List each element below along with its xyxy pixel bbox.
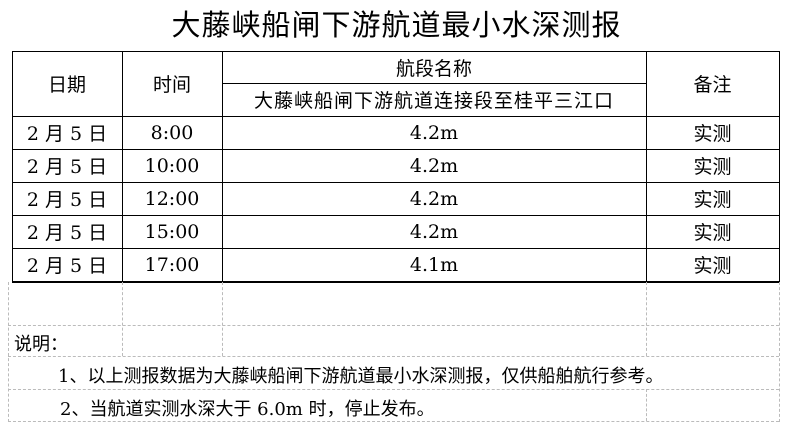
cell-date: 2 月 5 日 [26, 222, 108, 244]
divider [12, 248, 779, 249]
divider [122, 51, 123, 282]
cell-remark: 实测 [693, 222, 732, 244]
page-title: 大藤峡船闸下游航道最小水深测报 [171, 8, 622, 42]
cell-date: 2 月 5 日 [26, 189, 108, 211]
gridline [8, 389, 779, 390]
cell-depth: 4.2m [409, 220, 459, 243]
table-border [12, 51, 13, 282]
cell-remark: 实测 [693, 123, 732, 145]
cell-remark: 实测 [693, 156, 732, 178]
gridline [646, 282, 647, 356]
header-time: 时间 [152, 74, 191, 96]
table-border [12, 281, 779, 283]
cell-time: 10:00 [144, 154, 200, 177]
cell-time: 8:00 [150, 121, 194, 144]
cell-date: 2 月 5 日 [26, 156, 108, 178]
cell-depth: 4.2m [409, 154, 459, 177]
cell-time: 17:00 [144, 253, 200, 276]
header-section-name: 大藤峡船闸下游航道连接段至桂平三江口 [253, 90, 614, 112]
gridline [8, 421, 779, 422]
gridline [222, 282, 223, 356]
gridline [8, 356, 779, 357]
cell-date: 2 月 5 日 [26, 255, 108, 277]
gridline [122, 282, 123, 356]
cell-date: 2 月 5 日 [26, 123, 108, 145]
note-item: 1、以上测报数据为大藤峡船闸下游航道最小水深测报，仅供船舶航行参考。 [58, 366, 664, 387]
header-date: 日期 [47, 74, 86, 96]
divider [222, 51, 223, 282]
divider [12, 116, 779, 117]
divider [12, 182, 779, 183]
table-border [779, 51, 780, 282]
cell-remark: 实测 [693, 255, 732, 277]
gridline [8, 282, 9, 422]
cell-time: 12:00 [144, 187, 200, 210]
note-item: 2、当航道实测水深大于 6.0m 时，停止发布。 [60, 399, 435, 420]
cell-remark: 实测 [693, 189, 732, 211]
cell-depth: 4.1m [409, 253, 459, 276]
cell-depth: 4.2m [409, 187, 459, 210]
gridline [8, 325, 779, 326]
divider [222, 83, 646, 84]
divider [646, 51, 647, 282]
header-remark: 备注 [693, 74, 732, 96]
divider [12, 215, 779, 216]
notes-label: 说明： [14, 334, 68, 355]
table-border [12, 51, 779, 52]
divider [12, 149, 779, 150]
cell-depth: 4.2m [409, 121, 459, 144]
gridline [646, 389, 647, 421]
cell-time: 15:00 [144, 220, 200, 243]
gridline [779, 282, 780, 422]
header-section: 航段名称 [395, 57, 472, 80]
